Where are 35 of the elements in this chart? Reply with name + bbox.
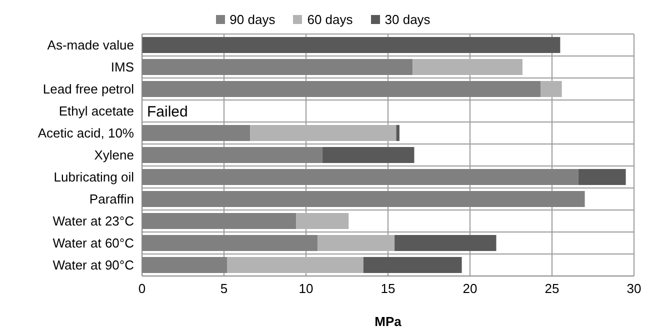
x-tick-label: 25 [544,281,560,296]
x-tick-label: 15 [380,281,396,296]
legend-label: 60 days [306,12,353,27]
y-tick-label: IMS [110,60,134,75]
bar [142,37,560,53]
bar [394,235,496,251]
bar [578,169,626,185]
y-tick-label: Lubricating oil [54,170,134,185]
y-tick-label: Acetic acid, 10% [38,126,134,141]
bar [412,59,522,75]
x-tick-label: 5 [220,281,228,296]
y-tick-label: Xylene [94,148,134,163]
x-tick-label: 10 [298,281,314,296]
y-tick-label: Water at 23°C [52,214,134,229]
y-tick-label: As-made value [47,38,134,53]
x-axis-title: MPa [374,314,402,329]
x-tick-label: 0 [138,281,146,296]
y-tick-label: Water at 60°C [52,236,134,251]
bar [540,81,562,97]
bar [317,235,395,251]
bar [250,125,396,141]
x-tick-label: 30 [626,281,642,296]
bar [227,257,364,273]
y-tick-label: Water at 90°C [52,258,134,273]
legend-label: 90 days [228,12,276,27]
annotation: Failed [147,103,188,120]
y-tick-label: Lead free petrol [42,82,134,97]
bar [396,125,400,141]
x-tick-label: 20 [462,281,478,296]
y-tick-label: Ethyl acetate [58,104,134,119]
bar [296,213,349,229]
legend-label: 30 days [384,12,430,27]
y-tick-label: Paraffin [89,192,134,207]
bar [322,147,414,163]
bar [363,257,462,273]
